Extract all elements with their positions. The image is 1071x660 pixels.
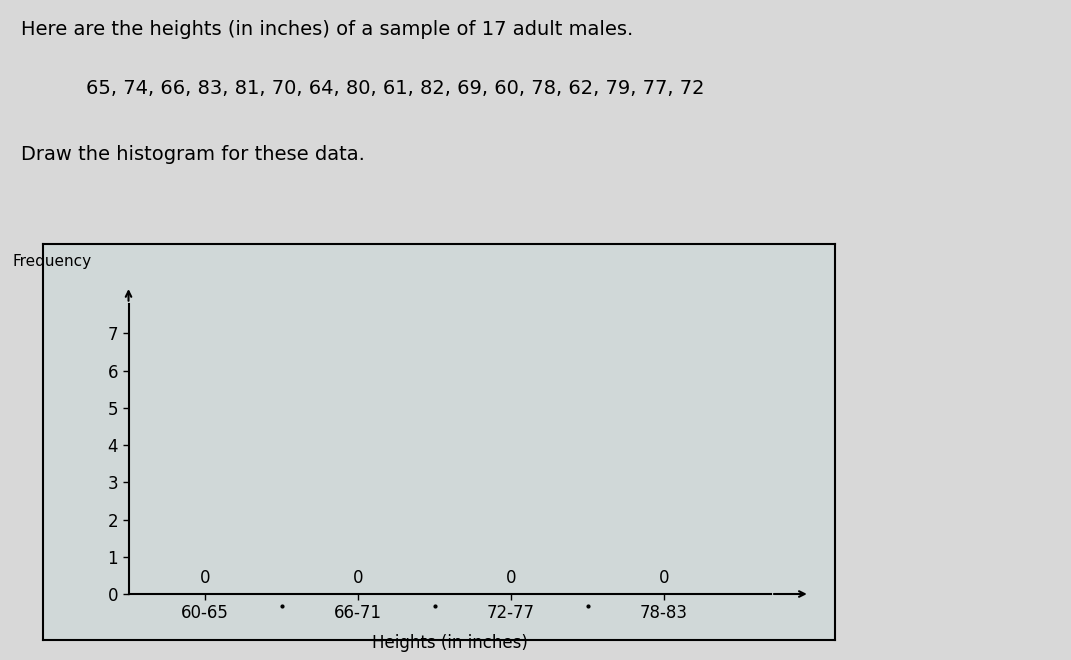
Text: Draw the histogram for these data.: Draw the histogram for these data. — [21, 145, 365, 164]
Text: 0: 0 — [200, 570, 210, 587]
Text: 65, 74, 66, 83, 81, 70, 64, 80, 61, 82, 69, 60, 78, 62, 79, 77, 72: 65, 74, 66, 83, 81, 70, 64, 80, 61, 82, … — [86, 79, 704, 98]
Text: 0: 0 — [659, 570, 669, 587]
Text: 0: 0 — [352, 570, 363, 587]
Text: Here are the heights (in inches) of a sample of 17 adult males.: Here are the heights (in inches) of a sa… — [21, 20, 634, 39]
Text: 0: 0 — [506, 570, 516, 587]
Text: Frequency: Frequency — [13, 253, 92, 269]
X-axis label: Heights (in inches): Heights (in inches) — [372, 634, 528, 651]
